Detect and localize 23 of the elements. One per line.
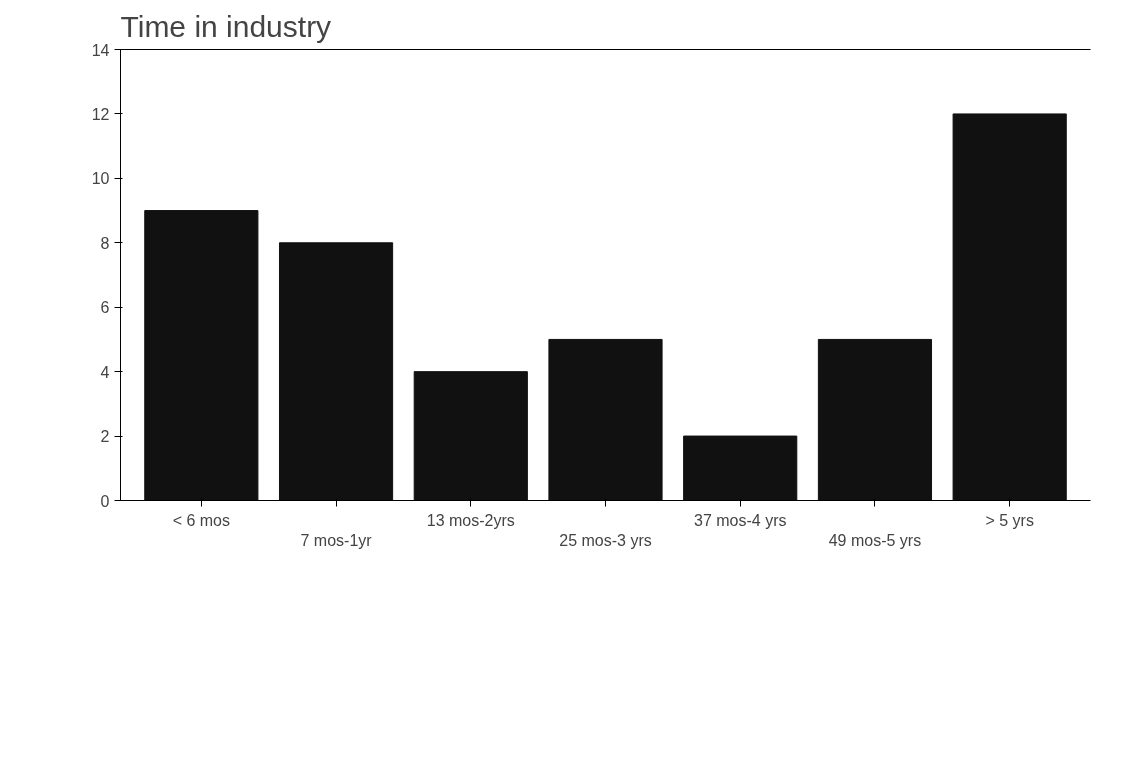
bar: [952, 113, 1067, 501]
x-tick-label: 37 mos-4 yrs: [693, 511, 787, 529]
y-tick-label: 6: [100, 299, 110, 317]
bar: [278, 242, 394, 501]
x-tick-label: 13 mos-2yrs: [426, 511, 515, 529]
x-tick-label: 7 mos-1yr: [300, 531, 373, 549]
bar: [683, 435, 798, 501]
x-tick-label: 49 mos-5 yrs: [828, 531, 922, 549]
x-tick-label: < 6 mos: [172, 511, 231, 529]
y-tick-label: 14: [91, 41, 110, 59]
x-tick-label: 25 mos-3 yrs: [559, 531, 652, 549]
x-tick-label: > 5 yrs: [985, 511, 1034, 529]
y-tick-label: 10: [91, 170, 110, 188]
y-tick-label: 8: [100, 234, 110, 252]
y-tick-label: 12: [91, 105, 110, 123]
y-tick-label: 0: [100, 492, 110, 510]
y-tick-label: 2: [100, 428, 110, 446]
bar: [413, 371, 528, 501]
chart-title: Time in industry: [120, 9, 332, 43]
bar: [548, 338, 663, 501]
bar: [144, 210, 259, 501]
bar: [817, 338, 933, 501]
y-tick-label: 4: [100, 363, 110, 381]
